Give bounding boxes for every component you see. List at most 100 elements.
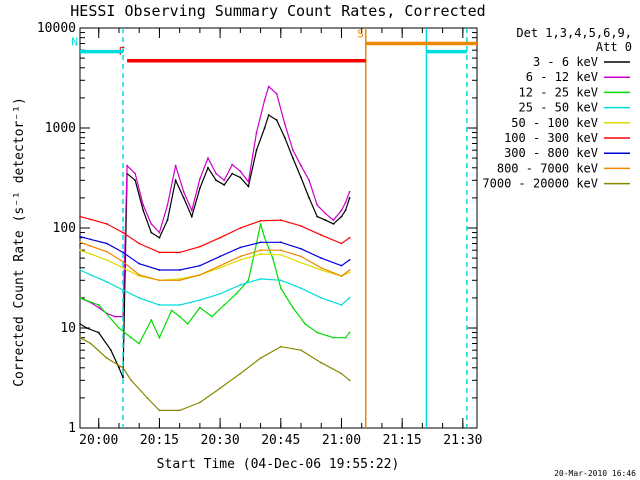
data-point: [118, 366, 120, 369]
data-point: [219, 387, 222, 390]
data-point: [215, 179, 217, 182]
data-point: [97, 331, 100, 334]
data-point: [138, 262, 141, 265]
data-point: [332, 336, 335, 339]
data-point: [105, 222, 108, 225]
data-point: [279, 345, 282, 348]
data-point: [231, 163, 234, 166]
data-point: [215, 172, 217, 175]
data-point: [158, 251, 161, 254]
data-point: [239, 227, 242, 229]
data-point: [300, 349, 302, 352]
data-point: [178, 269, 181, 271]
y-tick-label: 1: [68, 421, 76, 436]
data-point: [267, 85, 270, 88]
legend-entry-label: 12 - 25 keV: [519, 85, 598, 99]
data-point: [255, 149, 258, 152]
x-tick-label: 20:45: [261, 433, 300, 448]
data-point: [348, 379, 351, 382]
data-point: [300, 261, 302, 264]
legend-entry-label: 50 - 100 keV: [511, 116, 598, 130]
data-point: [174, 164, 177, 167]
x-tick-label: 20:00: [79, 433, 118, 448]
data-point: [158, 269, 161, 271]
data-point: [85, 327, 88, 329]
data-point: [89, 273, 92, 276]
data-point: [320, 266, 323, 269]
x-axis-label: Start Time (04-Dec-06 19:55:22): [157, 457, 400, 472]
series-line: [79, 241, 350, 281]
data-point: [239, 255, 242, 258]
data-point: [207, 166, 209, 169]
series-line: [79, 114, 351, 378]
data-point: [320, 269, 323, 271]
data-point: [207, 157, 209, 160]
data-point: [178, 251, 181, 254]
series-line: [79, 216, 350, 253]
chart-title: HESSI Observing Summary Count Rates, Cor…: [70, 2, 485, 20]
data-point: [158, 336, 161, 339]
data-point: [279, 219, 282, 221]
data-point: [344, 201, 347, 204]
plot-area: [79, 27, 478, 429]
data-point: [105, 242, 108, 245]
y-tick-label: 10000: [37, 21, 76, 36]
footer-timestamp: 20-Mar-2010 16:46: [554, 469, 636, 478]
data-point: [138, 273, 141, 276]
data-point: [219, 266, 222, 269]
data-point: [114, 315, 116, 318]
data-point: [348, 190, 351, 193]
data-point: [158, 304, 161, 306]
series-line: [79, 223, 351, 345]
data-point: [79, 249, 81, 252]
data-point: [198, 264, 201, 267]
series-line: [79, 337, 350, 411]
data-point: [239, 258, 242, 261]
data-point: [279, 287, 282, 290]
legend-entry-label: 100 - 300 keV: [504, 131, 598, 145]
data-point: [259, 357, 262, 360]
data-point: [239, 170, 242, 173]
data-point: [263, 127, 266, 129]
legend-header-line: Det 1,3,4,5,6,9,: [516, 26, 632, 40]
data-point: [332, 219, 335, 221]
data-point: [150, 231, 153, 234]
data-point: [340, 372, 343, 375]
data-point: [320, 296, 323, 299]
legend-entry-label: 6 - 12 keV: [526, 70, 598, 84]
data-point: [150, 222, 153, 225]
data-point: [166, 219, 169, 221]
data-point: [279, 253, 282, 256]
data-point: [198, 273, 201, 276]
data-point: [79, 235, 81, 238]
data-point: [239, 246, 242, 249]
data-point: [340, 209, 343, 212]
data-point: [247, 180, 250, 183]
series-line: [79, 269, 350, 306]
data-point: [348, 331, 351, 334]
data-point: [97, 304, 100, 306]
data-point: [190, 215, 193, 218]
data-point: [138, 296, 141, 299]
x-tick-label: 20:15: [140, 433, 179, 448]
data-point: [122, 366, 124, 369]
data-point: [275, 119, 278, 121]
legend-entry-label: 7000 - 20000 keV: [482, 177, 598, 191]
data-point: [89, 245, 92, 247]
data-point: [348, 196, 351, 199]
data-point: [300, 176, 302, 179]
y-tick-label: 10: [60, 321, 76, 336]
data-point: [300, 164, 302, 167]
data-point: [122, 231, 124, 234]
data-point: [158, 236, 161, 239]
data-point: [198, 177, 201, 180]
data-point: [239, 372, 242, 375]
data-point: [223, 183, 226, 186]
data-point: [219, 264, 222, 267]
data-point: [292, 149, 294, 152]
legend-entry-label: 300 - 800 keV: [504, 146, 598, 160]
data-point: [267, 114, 270, 116]
data-point: [130, 379, 133, 382]
y-axis-label: Corrected Count Rate (s⁻¹ detector⁻¹): [12, 97, 27, 387]
